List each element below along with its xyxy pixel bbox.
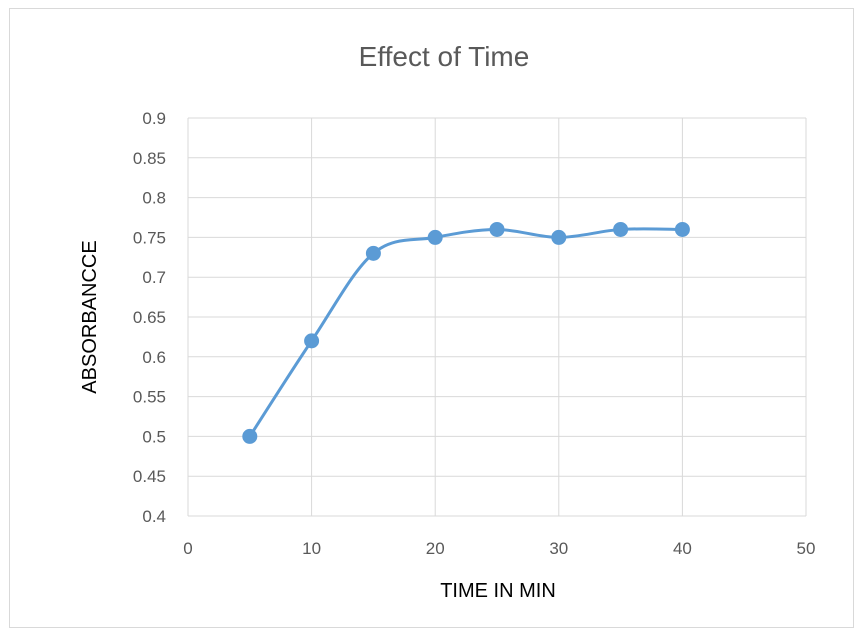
x-axis-title: TIME IN MIN (440, 580, 556, 602)
data-point (242, 428, 258, 444)
x-tick-label: 50 (797, 539, 816, 558)
y-tick-label: 0.45 (133, 467, 166, 486)
x-tick-label: 30 (549, 539, 568, 558)
y-tick-label: 0.75 (133, 228, 166, 247)
data-point (365, 245, 381, 261)
y-tick-label: 0.7 (142, 268, 166, 287)
y-tick-label: 0.4 (142, 507, 166, 526)
x-tick-label: 10 (302, 539, 321, 558)
x-tick-label: 20 (426, 539, 445, 558)
y-tick-label: 0.8 (142, 189, 166, 208)
y-tick-label: 0.9 (142, 109, 166, 128)
data-point (613, 221, 629, 237)
x-tick-label: 40 (673, 539, 692, 558)
y-tick-label: 0.6 (142, 348, 166, 367)
data-point (489, 221, 505, 237)
data-point (674, 221, 690, 237)
data-point (427, 229, 443, 245)
y-tick-label: 0.85 (133, 149, 166, 168)
data-point (551, 229, 567, 245)
y-tick-label: 0.55 (133, 388, 166, 407)
chart-area (9, 8, 854, 628)
x-tick-label: 0 (183, 539, 192, 558)
chart-title: Effect of Time (359, 41, 530, 72)
plot-area: 0.4 0.45 0.5 0.55 0.6 0.65 0.7 0.75 0.8 0.85 0.9 0 1… (133, 109, 816, 558)
y-tick-label: 0.65 (133, 308, 166, 327)
series-line (248, 227, 684, 438)
data-point (304, 333, 320, 349)
y-axis-title: ABSORBANCCE (79, 240, 101, 393)
y-tick-label: 0.5 (142, 427, 166, 446)
